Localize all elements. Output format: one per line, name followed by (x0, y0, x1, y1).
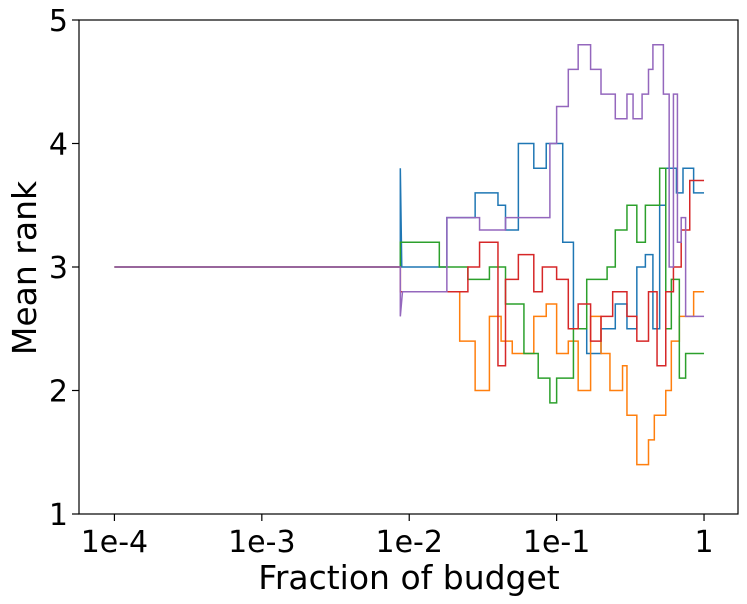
x-tick-label: 1e-4 (81, 525, 148, 560)
axes-layer: 1e-4 1e-3 1e-2 1e-1 1 1 2 3 4 5 (49, 4, 739, 560)
series-line-5 (114, 43, 705, 318)
series-line-4 (114, 179, 705, 367)
y-tick-label: 5 (49, 4, 68, 39)
x-tick-label: 1e-3 (228, 525, 295, 560)
y-axis-label: Mean rank (5, 180, 44, 355)
x-axis-label: Fraction of budget (258, 558, 560, 597)
y-tick-label: 3 (49, 251, 68, 286)
y-tick-label: 4 (49, 128, 68, 163)
y-tick-label: 2 (49, 375, 68, 410)
x-tick-label: 1 (694, 525, 713, 560)
x-tick-label: 1e-2 (375, 525, 442, 560)
series-line-2 (114, 266, 705, 466)
y-tick-label: 1 (49, 498, 68, 533)
series-layer (114, 43, 705, 466)
x-tick-label: 1e-1 (523, 525, 590, 560)
